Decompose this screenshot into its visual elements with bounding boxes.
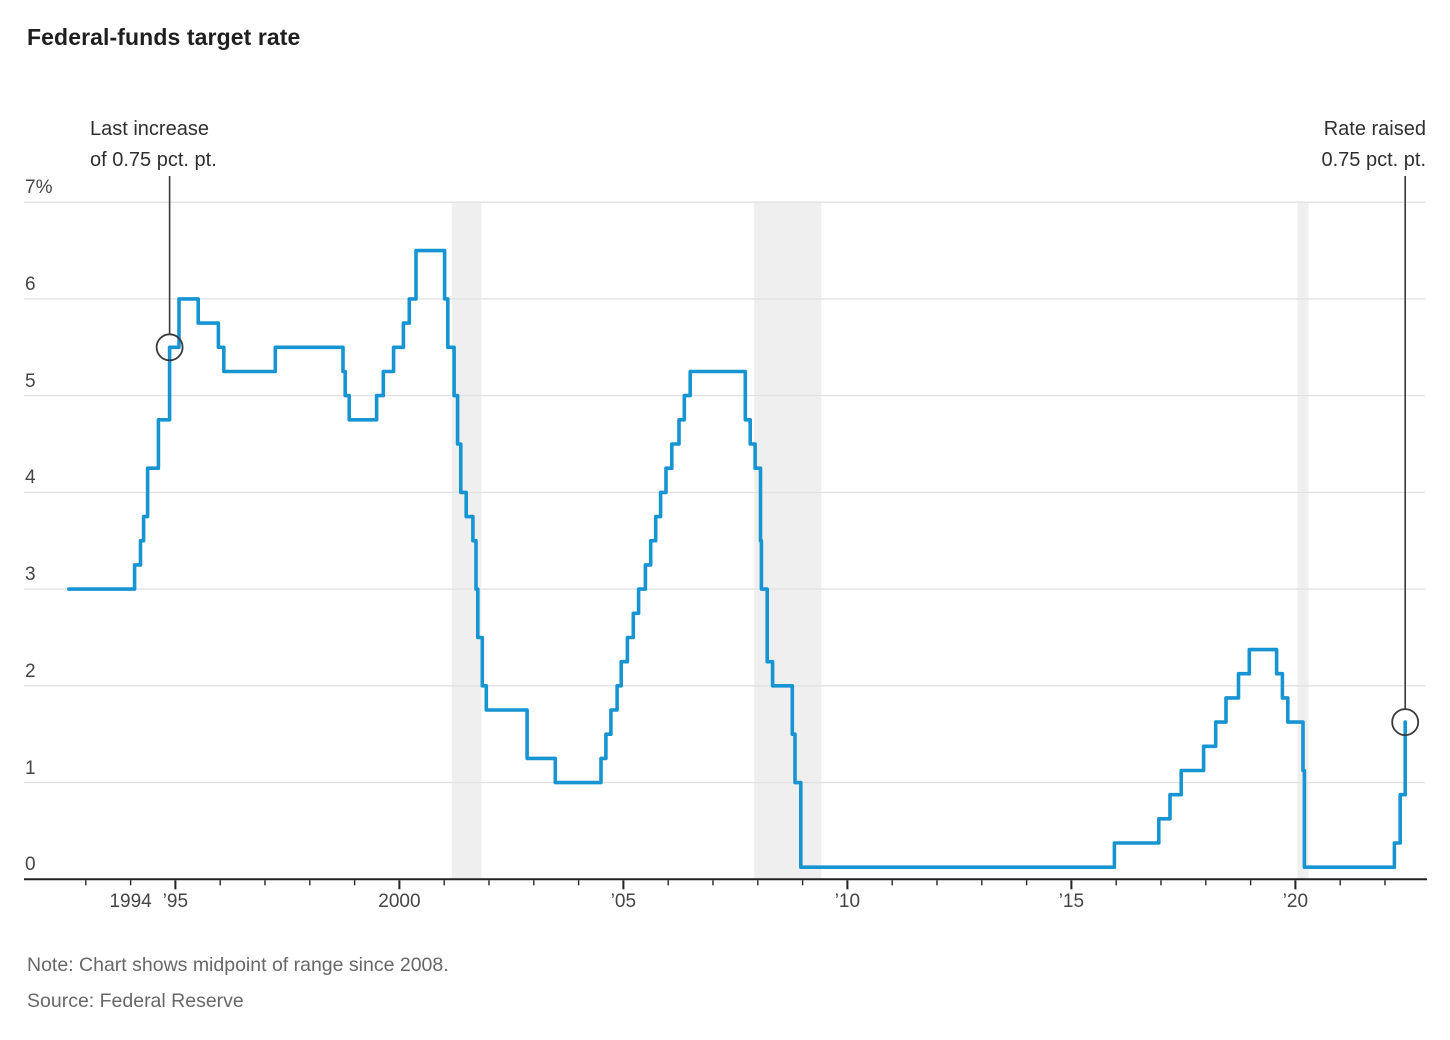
x-axis-label: ’20 (1282, 891, 1309, 912)
x-axis-label: ’05 (610, 891, 637, 912)
annotation-last-increase-line1: Last increase (90, 118, 209, 140)
x-axis-label: ’95 (162, 891, 189, 912)
annotation-circle-left (155, 333, 184, 362)
annotation-rate-raised-line2: 0.75 pct. pt. (1321, 149, 1426, 171)
y-axis-label: 6 (25, 273, 36, 295)
annotation-last-increase-line2: of 0.75 pct. pt. (90, 149, 217, 171)
y-axis-label: 0 (25, 854, 36, 876)
x-axis-label: ’10 (834, 891, 861, 912)
y-axis-label: 7% (25, 177, 53, 199)
y-axis-label: 2 (25, 660, 36, 682)
annotation-circle-right (1391, 708, 1420, 736)
y-axis-label: 3 (25, 564, 36, 586)
y-axis-label: 1 (25, 757, 36, 779)
recession-band (1297, 202, 1309, 880)
chart-source: Source: Federal Reserve (27, 990, 244, 1012)
rate-step-line (67, 248, 1407, 869)
x-axis-label: 2000 (378, 891, 421, 912)
annotation-rate-raised: Rate raised 0.75 pct. pt. (1321, 114, 1426, 176)
recession-band (754, 202, 822, 880)
annotation-rate-raised-line1: Rate raised (1323, 118, 1426, 140)
chart-title: Federal-funds target rate (27, 24, 301, 50)
y-axis-label: 4 (25, 467, 36, 489)
x-axis-label: 1994 (109, 891, 152, 912)
chart-note: Note: Chart shows midpoint of range sinc… (27, 954, 449, 976)
y-axis-label: 5 (25, 370, 36, 392)
annotation-last-increase: Last increase of 0.75 pct. pt. (90, 114, 217, 176)
x-axis-label: ’15 (1058, 891, 1085, 912)
